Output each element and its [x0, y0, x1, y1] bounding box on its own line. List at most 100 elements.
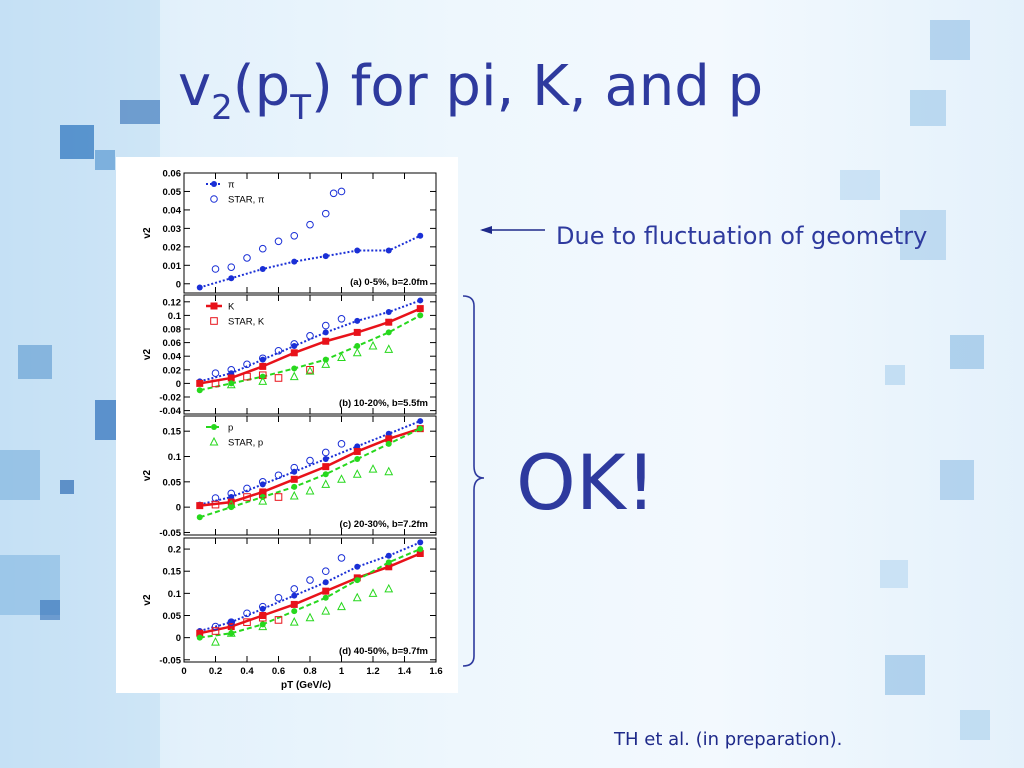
- panel-0-ytick-label: 0.01: [163, 261, 182, 272]
- panel-3-series-0-point: [385, 552, 392, 559]
- panel-2-series-2-line: [199, 427, 421, 519]
- panel-2-series-2-point: [417, 425, 424, 432]
- panel-3-series-4-point: [243, 618, 251, 626]
- panel-3-series-5-point: [258, 621, 268, 631]
- panel-1-series-3-point: [258, 354, 267, 363]
- panel-0-series-1-point: [274, 237, 283, 246]
- panel-3-series-3-point: [306, 576, 314, 584]
- panel-3-ytick-label: 0.05: [163, 611, 182, 622]
- panel-1-series-5-point: [352, 347, 362, 357]
- panel-0-series-1-point: [337, 187, 346, 196]
- v2-figure: 0 0.01 0.02 0.03 0.04 0.05 0.06 v2 (a) 0-5%, b=2…: [116, 157, 458, 693]
- panel-3-annotation: (d) 40-50%, b=9.7fm: [339, 646, 428, 657]
- panel-3-series-2-point: [385, 559, 392, 566]
- panel-0-series-1-point: [258, 244, 267, 253]
- panel-0-series-0-point: [354, 247, 361, 254]
- panel-1-series-3-point: [306, 332, 314, 340]
- panel-3-series-4-point: [274, 616, 283, 624]
- panel-2-ylabel: v2: [142, 470, 153, 482]
- panel-1-series-3-point: [211, 369, 220, 377]
- panel-2-series-5-point: [352, 469, 362, 478]
- panel-1-legend-0-marker: [210, 302, 218, 310]
- panel-3-series-1-point: [290, 600, 298, 608]
- panel-1-series-5-point: [258, 376, 268, 385]
- panel-1-series-0-point: [322, 329, 329, 336]
- panel-2-series-4-point: [274, 493, 283, 501]
- panel-3-series-3-point: [337, 554, 346, 562]
- panel-3-series-1-point: [196, 629, 204, 637]
- panel-1-series-5-point: [226, 379, 236, 389]
- panel-3-series-1-point: [385, 563, 393, 571]
- panel-0-ytick-label: 0: [176, 279, 181, 290]
- geometry-annotation: Due to fluctuation of geometry: [556, 222, 928, 250]
- panel-0-series-1-point: [227, 263, 236, 271]
- panel-1-series-3-point: [290, 340, 299, 348]
- panel-1-legend-1-label: STAR, K: [228, 317, 265, 328]
- panel-1-series-3-point: [321, 321, 330, 330]
- panel-3-series-3-point: [243, 609, 251, 618]
- panel-1-ytick-label: 0.04: [163, 352, 182, 363]
- panel-2-series-3-point: [227, 489, 236, 498]
- panel-3-series-1-point: [322, 587, 330, 595]
- panel-3-xtick-label: 1.6: [429, 666, 442, 677]
- panel-3-xtick-label: 0.8: [303, 666, 316, 677]
- panel-3-series-0-point: [354, 563, 361, 570]
- panel-3-series-2-point: [417, 546, 424, 553]
- panel-3-series-5-point: [352, 592, 362, 602]
- panel-3-ytick-label: 0: [176, 633, 181, 644]
- panel-0-series-0-point: [385, 247, 392, 254]
- panel-1-series-1-line: [199, 307, 421, 385]
- panel-2-legend-1-label: STAR, p: [228, 438, 263, 449]
- panel-2-series-5-point: [305, 485, 315, 495]
- panel-3-series-2-line: [199, 548, 421, 639]
- panel-2-annotation: (c) 20-30%, b=7.2fm: [340, 519, 428, 530]
- panel-1-series-5-point: [289, 371, 299, 381]
- panel-1-series-3-point: [243, 360, 251, 369]
- panel-2-series-2-point: [322, 471, 329, 478]
- panel-2-series-4-point: [211, 500, 220, 509]
- panel-2-series-2-point: [291, 483, 298, 490]
- panel-1-ytick-label: 0.06: [163, 338, 182, 349]
- panel-1-ytick-label: -0.04: [159, 406, 181, 417]
- panel-2-series-0-point: [385, 430, 392, 437]
- panel-0-ytick-label: 0.05: [163, 187, 182, 198]
- panel-1-ytick-label: 0.02: [163, 365, 182, 376]
- panel-3-xtick-label: 1: [339, 666, 345, 677]
- panel-1-series-2-point: [417, 312, 424, 319]
- panel-2-series-1-point: [290, 475, 298, 483]
- panel-0-series-0-point: [259, 266, 266, 272]
- panel-1-series-3-point: [227, 366, 236, 374]
- panel-0-series-1-point: [243, 254, 251, 262]
- panel-2-series-1-point: [322, 463, 330, 471]
- panel-1-ytick-label: 0.12: [163, 297, 182, 308]
- panel-2-series-5-point: [226, 499, 236, 509]
- panel-2-series-0-point: [354, 443, 361, 450]
- panel-2-series-1-point: [259, 488, 267, 496]
- panel-2-ytick-label: 0.1: [168, 452, 182, 463]
- panel-1-series-1-point: [322, 337, 330, 345]
- panel-2-series-3-point: [290, 463, 299, 472]
- panel-1-annotation: (b) 10-20%, b=5.5fm: [339, 398, 428, 409]
- panel-3-series-5-point: [384, 583, 394, 593]
- panel-2-series-3-point: [306, 456, 314, 465]
- panel-3-series-0-point: [291, 592, 298, 599]
- panel-0-series-1-point: [211, 265, 220, 273]
- panel-2-series-2-point: [196, 514, 203, 521]
- panel-2-series-3-point: [337, 440, 346, 448]
- panel-0-ytick-label: 0.06: [163, 169, 182, 180]
- panel-0-annotation: (a) 0-5%, b=2.0fm: [350, 277, 428, 288]
- panel-1-ytick-label: 0: [176, 379, 181, 390]
- panel-1-series-5-point: [384, 344, 394, 353]
- panel-1-series-0-point: [354, 317, 361, 324]
- panel-3-ytick-label: 0.2: [168, 545, 181, 556]
- panel-3-series-2-point: [322, 594, 329, 601]
- panel-2-ytick-label: 0: [176, 503, 181, 514]
- panel-1-series-4-point: [258, 371, 267, 380]
- panel-2-series-2-point: [385, 440, 392, 447]
- panel-3-xtick-label: 1.4: [398, 666, 412, 677]
- panel-3-series-0-point: [417, 539, 424, 546]
- panel-3-series-5-point: [321, 605, 331, 615]
- curly-brace: [462, 295, 485, 667]
- panel-1-series-1-point: [259, 362, 267, 370]
